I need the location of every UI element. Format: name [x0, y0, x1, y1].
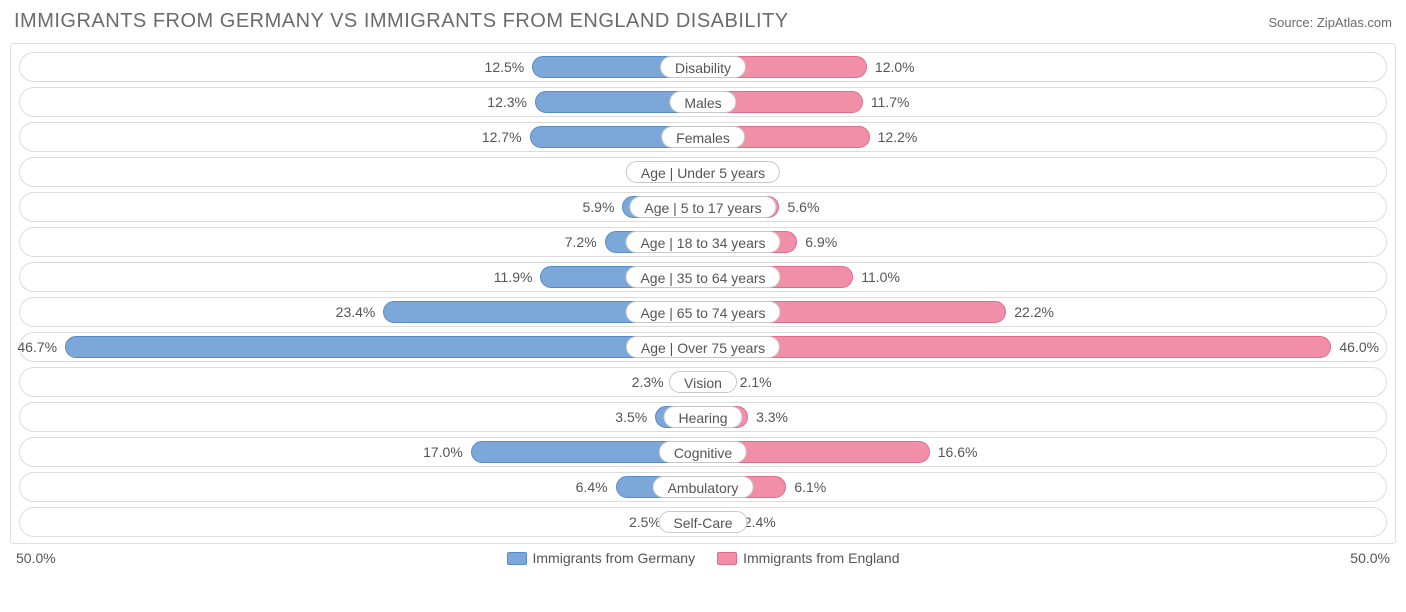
chart-header: IMMIGRANTS FROM GERMANY VS IMMIGRANTS FR…: [0, 0, 1406, 39]
legend: Immigrants from Germany Immigrants from …: [507, 550, 900, 566]
value-right: 16.6%: [938, 438, 978, 466]
chart-row: Vision2.3% 2.1%: [19, 367, 1387, 397]
legend-swatch-right: [717, 552, 737, 565]
row-label: Cognitive: [659, 441, 747, 463]
value-right: 11.7%: [871, 88, 910, 116]
row-label: Self-Care: [658, 511, 747, 533]
value-left: 2.5%: [629, 508, 661, 536]
value-right: 3.3%: [756, 403, 788, 431]
chart-row: Age | Under 5 years1.4%1.4%: [19, 157, 1387, 187]
bar-right: [703, 336, 1331, 358]
value-right: 2.4%: [744, 508, 776, 536]
chart-row: Age | 18 to 34 years 7.2% 6.9%: [19, 227, 1387, 257]
value-left: 3.5%: [615, 403, 647, 431]
value-right: 11.0%: [861, 263, 900, 291]
row-label: Age | 18 to 34 years: [625, 231, 780, 253]
row-label: Age | 65 to 74 years: [625, 301, 780, 323]
value-left: 46.7%: [17, 333, 57, 361]
chart-row: Age | 35 to 64 years 11.9% 11.0%: [19, 262, 1387, 292]
chart-row: Age | 5 to 17 years 5.9% 5.6%: [19, 192, 1387, 222]
chart-title: IMMIGRANTS FROM GERMANY VS IMMIGRANTS FR…: [14, 10, 789, 33]
value-right: 6.1%: [794, 473, 826, 501]
row-label: Age | Under 5 years: [626, 161, 780, 183]
axis-left-max: 50.0%: [16, 550, 56, 566]
value-right: 2.1%: [740, 368, 772, 396]
value-right: 22.2%: [1014, 298, 1054, 326]
row-label: Vision: [669, 371, 737, 393]
value-right: 5.6%: [787, 193, 819, 221]
value-right: 6.9%: [805, 228, 837, 256]
value-left: 11.9%: [494, 263, 533, 291]
legend-swatch-left: [507, 552, 527, 565]
value-right: 46.0%: [1339, 333, 1379, 361]
legend-item-left: Immigrants from Germany: [507, 550, 696, 566]
chart-row: Ambulatory 6.4% 6.1%: [19, 472, 1387, 502]
value-left: 6.4%: [576, 473, 608, 501]
row-label: Disability: [660, 56, 746, 78]
chart-footer: 50.0% Immigrants from Germany Immigrants…: [0, 544, 1406, 566]
row-label: Age | 5 to 17 years: [629, 196, 776, 218]
value-left: 12.7%: [482, 123, 522, 151]
chart-row: Males 12.3% 11.7%: [19, 87, 1387, 117]
value-left: 12.3%: [487, 88, 527, 116]
chart-row: Disability 12.5% 12.0%: [19, 52, 1387, 82]
legend-label-left: Immigrants from Germany: [533, 550, 696, 566]
chart-source: Source: ZipAtlas.com: [1268, 15, 1392, 30]
legend-label-right: Immigrants from England: [743, 550, 899, 566]
bar-left: [65, 336, 703, 358]
value-left: 23.4%: [336, 298, 376, 326]
value-left: 2.3%: [632, 368, 664, 396]
row-label: Males: [669, 91, 736, 113]
source-label: Source:: [1268, 15, 1316, 30]
value-left: 7.2%: [565, 228, 597, 256]
chart-area: Disability 12.5% 12.0% Males 12.3% 11.7% Femal…: [10, 43, 1396, 544]
axis-right-max: 50.0%: [1350, 550, 1390, 566]
value-left: 17.0%: [423, 438, 463, 466]
chart-row: Age | Over 75 years 46.7% 46.0%: [19, 332, 1387, 362]
row-label: Hearing: [663, 406, 742, 428]
row-label: Females: [661, 126, 745, 148]
row-label: Ambulatory: [653, 476, 754, 498]
chart-row: Cognitive 17.0% 16.6%: [19, 437, 1387, 467]
value-left: 12.5%: [485, 53, 525, 81]
row-label: Age | Over 75 years: [626, 336, 780, 358]
chart-row: Age | 65 to 74 years 23.4% 22.2%: [19, 297, 1387, 327]
legend-item-right: Immigrants from England: [717, 550, 899, 566]
source-value: ZipAtlas.com: [1317, 15, 1392, 30]
value-left: 5.9%: [582, 193, 614, 221]
chart-row: Hearing 3.5% 3.3%: [19, 402, 1387, 432]
value-right: 12.2%: [878, 123, 918, 151]
row-label: Age | 35 to 64 years: [625, 266, 780, 288]
chart-row: Females 12.7% 12.2%: [19, 122, 1387, 152]
value-right: 12.0%: [875, 53, 915, 81]
chart-row: Self-Care2.5% 2.4%: [19, 507, 1387, 537]
